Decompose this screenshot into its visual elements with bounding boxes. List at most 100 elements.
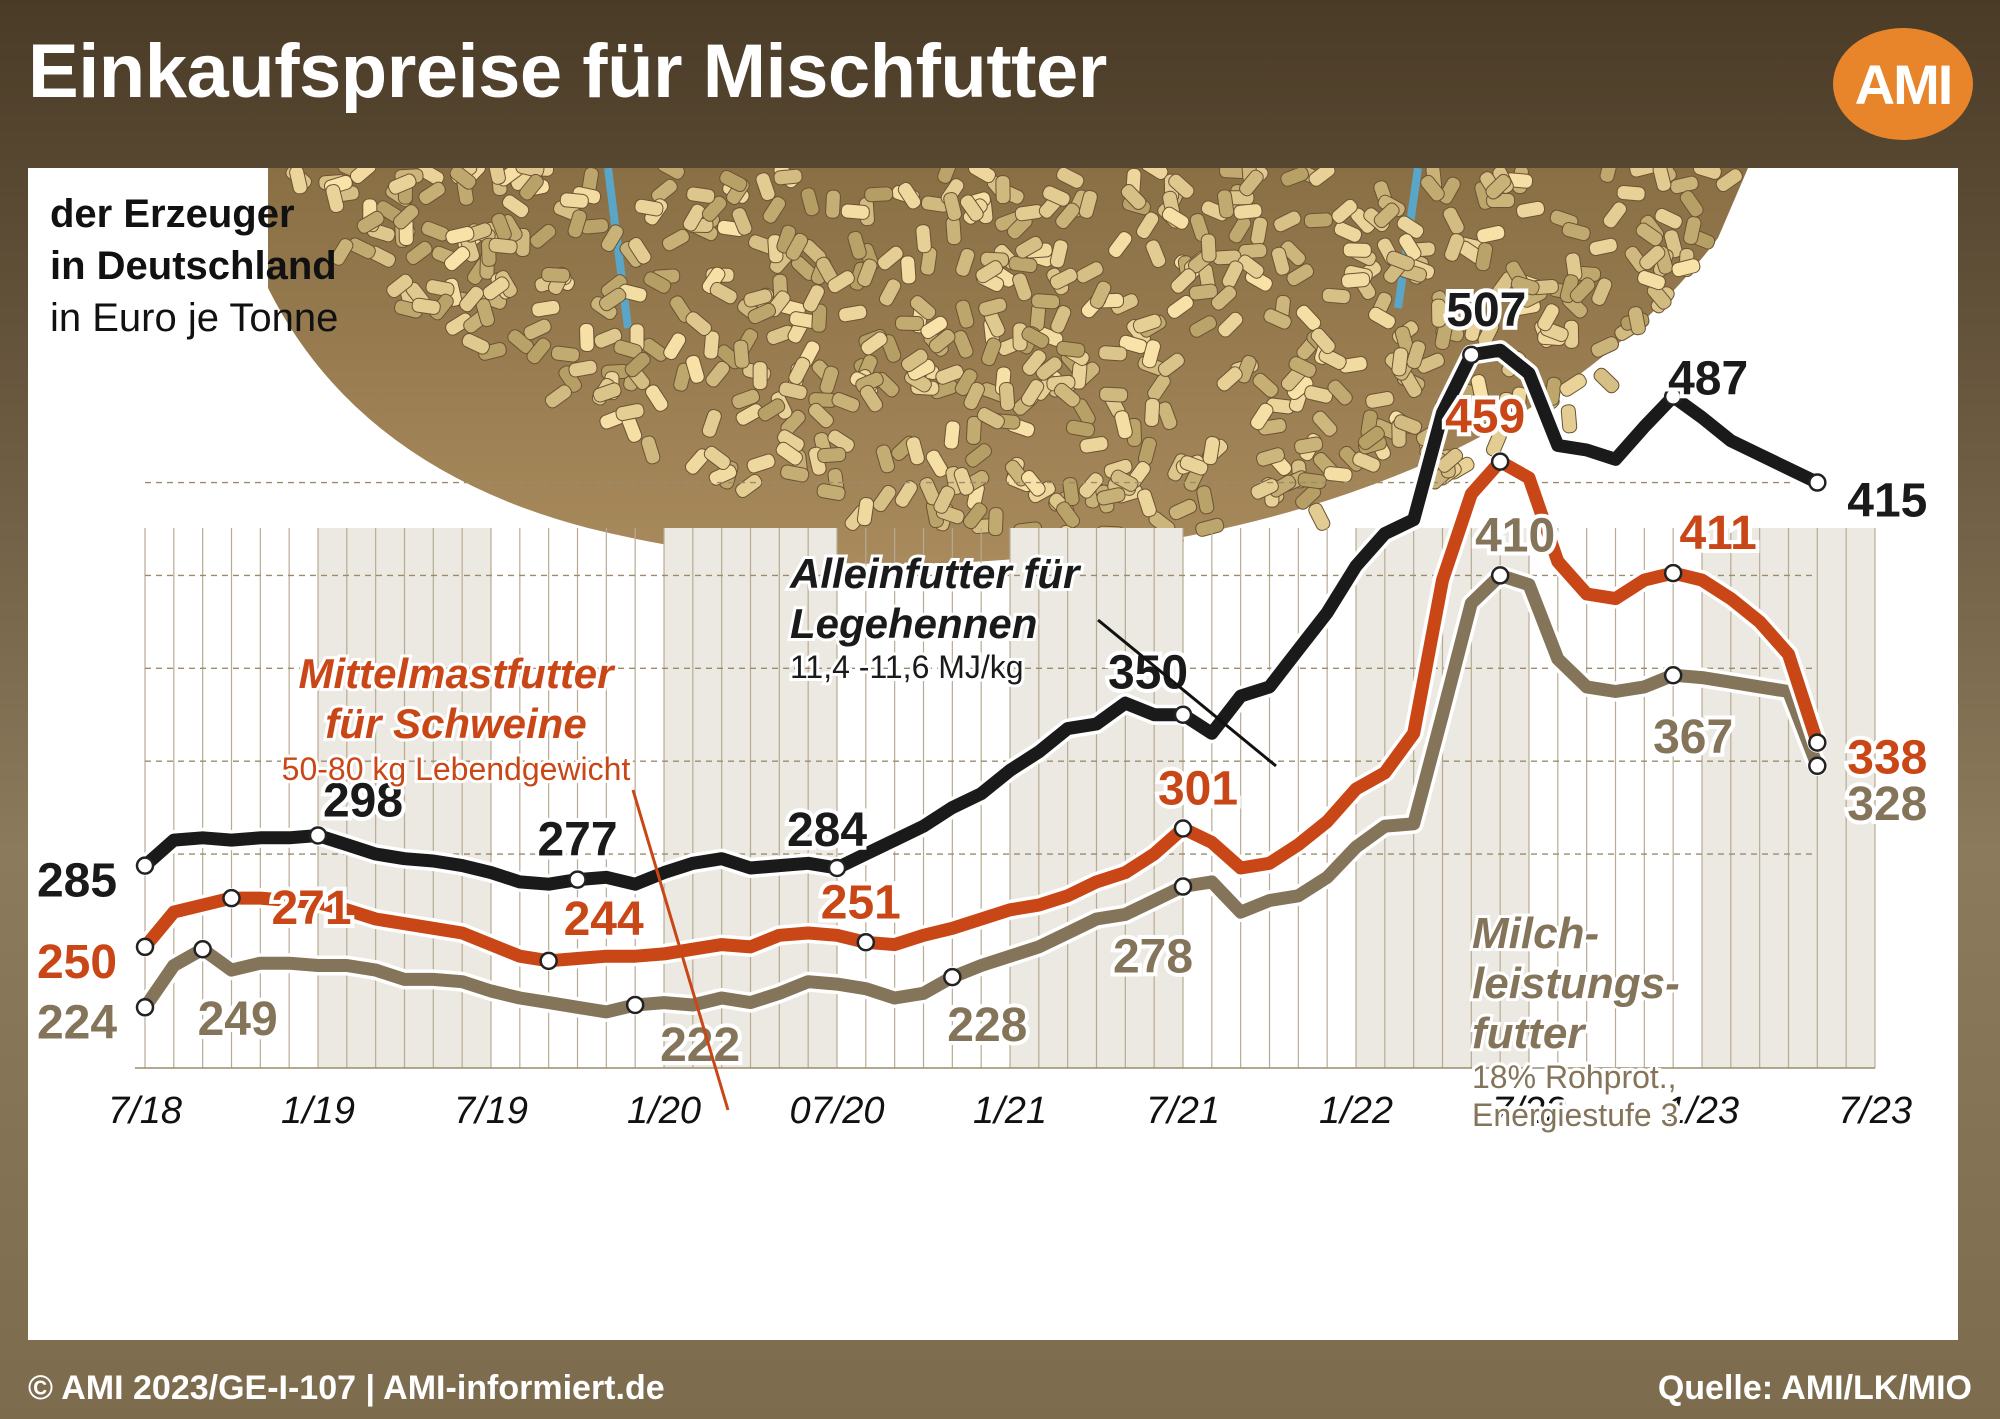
pellet <box>330 238 354 266</box>
point-marker <box>193 939 212 959</box>
pellet <box>1342 242 1372 258</box>
value-label: 415 <box>1847 475 1927 528</box>
point-marker <box>1490 566 1510 585</box>
x-tick-label: 7/18 <box>108 1090 182 1132</box>
pellet <box>1020 469 1046 497</box>
pellet <box>592 382 622 403</box>
pellet <box>356 210 385 234</box>
pellet <box>928 328 956 354</box>
pellet <box>685 311 712 337</box>
pellet <box>686 186 716 204</box>
pellet <box>1444 233 1465 262</box>
pellet <box>1393 414 1423 435</box>
pellet <box>785 232 809 261</box>
pellet <box>1170 268 1197 294</box>
value-label: 367 <box>1653 711 1733 764</box>
schweine-name-line2: für Schweine <box>325 700 586 747</box>
pellet <box>1312 410 1338 437</box>
pellet <box>1431 298 1447 328</box>
pellet <box>1179 455 1209 476</box>
pellet <box>1055 202 1081 230</box>
pellet <box>1341 272 1371 289</box>
pellet <box>1280 168 1310 187</box>
pellet <box>925 449 949 478</box>
pellet <box>847 230 867 260</box>
pellet <box>1157 401 1178 431</box>
value-label: 487 <box>1668 353 1748 406</box>
legehennen-line <box>138 343 1824 891</box>
pellet <box>1062 477 1080 507</box>
pellet <box>1391 347 1409 377</box>
pellet <box>685 354 705 384</box>
pellet <box>909 295 937 321</box>
point-marker <box>827 858 847 878</box>
value-label: 278 <box>1113 931 1193 984</box>
point-marker <box>568 870 587 889</box>
pellet <box>1120 184 1147 210</box>
value-label: 507 <box>1446 284 1526 337</box>
pellet <box>645 384 669 412</box>
pellet <box>1271 246 1291 276</box>
pellet <box>1021 326 1050 349</box>
milch-name-line2: leistungs- <box>1472 959 1680 1008</box>
pellet <box>1485 428 1508 457</box>
value-label: 328 <box>1847 778 1927 831</box>
legehennen-name-line2: Legehennen <box>790 600 1037 647</box>
value-label: 338 <box>1847 732 1927 785</box>
pellet <box>705 360 731 388</box>
pellet <box>1239 169 1264 197</box>
x-tick-label: 1/22 <box>1319 1090 1393 1132</box>
logo-text: AMI <box>1854 52 1954 116</box>
pellet <box>1021 378 1045 407</box>
pellet <box>955 247 976 277</box>
schweine-line <box>138 455 1824 968</box>
pellet <box>599 287 627 312</box>
pellet <box>965 415 982 445</box>
pellet <box>1273 210 1302 233</box>
pellet <box>1352 451 1381 473</box>
pellet <box>643 271 672 294</box>
pellet <box>1679 190 1704 218</box>
pellet <box>1591 277 1613 306</box>
pellet <box>1593 367 1620 394</box>
schweine-leader-line <box>631 789 730 1111</box>
pellet <box>1616 185 1646 202</box>
pellet <box>1216 366 1243 392</box>
x-tick-label: 7/23 <box>1838 1090 1912 1132</box>
point-marker <box>539 951 558 971</box>
pellet <box>811 303 828 333</box>
pellet <box>1327 379 1353 406</box>
pellet <box>1056 501 1081 529</box>
point-marker <box>1663 665 1683 685</box>
pellet <box>953 467 975 496</box>
value-label: 284 <box>787 804 867 857</box>
pellet <box>1053 382 1081 408</box>
pellet <box>1635 222 1663 247</box>
point-marker <box>1173 877 1193 896</box>
pellet <box>1021 349 1047 376</box>
pellet <box>1286 263 1315 287</box>
pellet <box>488 237 518 255</box>
chart-panel: 7/18 1/19 7/19 1/20 07/20 1/21 7/21 1/22 7/22 1/2… <box>28 168 1958 1340</box>
pellet <box>1144 397 1161 427</box>
pellet <box>615 403 645 422</box>
series-lines <box>135 340 1828 1022</box>
pellet <box>1065 419 1096 438</box>
pellet <box>915 224 932 254</box>
pellet <box>859 384 884 413</box>
pellet <box>1108 231 1133 259</box>
pellet <box>1114 410 1133 440</box>
pellet <box>827 270 855 294</box>
pellet <box>349 168 377 185</box>
pellet <box>526 337 552 365</box>
pellet <box>1263 308 1292 330</box>
pellet <box>1487 406 1517 426</box>
pellet <box>418 181 446 205</box>
pellet <box>461 333 490 355</box>
pellet <box>1602 201 1628 229</box>
pellet <box>780 464 810 483</box>
pellet <box>1386 250 1415 272</box>
point-marker <box>625 995 645 1015</box>
pellet <box>1210 285 1237 311</box>
pellet <box>900 255 917 285</box>
